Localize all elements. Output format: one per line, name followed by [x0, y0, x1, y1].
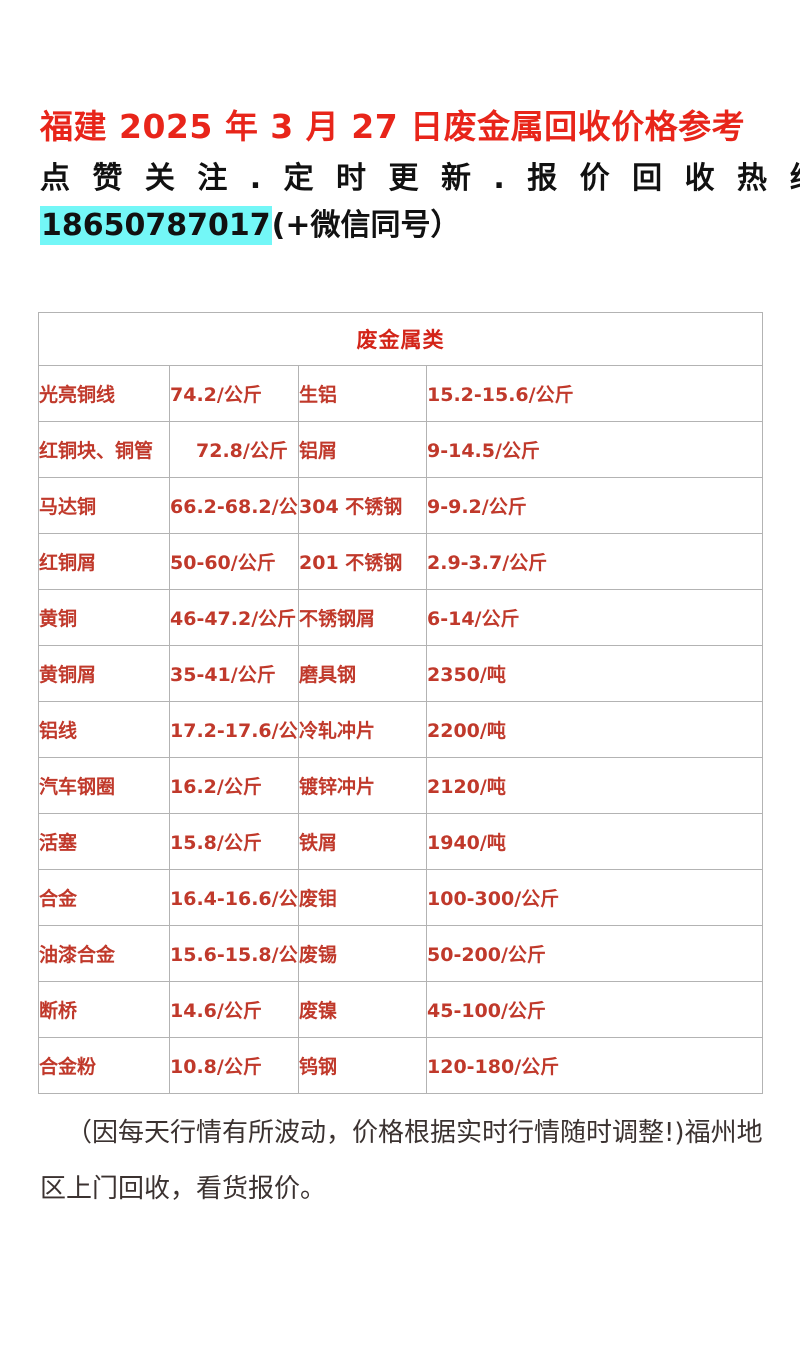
table-row: 红铜屑 50-60/公斤 201 不锈钢 2.9-3.7/公斤	[38, 533, 763, 590]
cell-material-right: 铁屑	[298, 813, 427, 870]
table-row: 活塞 15.8/公斤 铁屑 1940/吨	[38, 813, 763, 870]
cell-material-right: 磨具钢	[298, 645, 427, 702]
cell-price-right: 2.9-3.7/公斤	[426, 533, 763, 590]
cell-price-left: 16.4-16.6/公斤	[169, 869, 299, 926]
table-row: 汽车钢圈 16.2/公斤 镀锌冲片 2120/吨	[38, 757, 763, 814]
cell-price-right: 45-100/公斤	[426, 981, 763, 1038]
cell-price-left: 74.2/公斤	[169, 365, 299, 422]
cell-material-right: 201 不锈钢	[298, 533, 427, 590]
disclaimer-note: （因每天行情有所波动，价格根据实时行情随时调整!)福州地区上门回收，看货报价。	[40, 1118, 763, 1204]
cell-material-left: 黄铜	[38, 589, 170, 646]
page-title: 福建 2025 年 3 月 27 日废金属回收价格参考	[40, 107, 746, 146]
cell-price-right: 2350/吨	[426, 645, 763, 702]
cell-price-left: 15.6-15.8/公斤	[169, 925, 299, 982]
cell-material-left: 合金	[38, 869, 170, 926]
cell-material-left: 断桥	[38, 981, 170, 1038]
cell-price-left: 66.2-68.2/公斤	[169, 477, 299, 534]
cell-price-right: 2120/吨	[426, 757, 763, 814]
cell-material-left: 油漆合金	[38, 925, 170, 982]
contact-line: 18650787017(+微信同号）	[0, 202, 800, 248]
cell-price-left: 16.2/公斤	[169, 757, 299, 814]
cell-price-right: 15.2-15.6/公斤	[426, 365, 763, 422]
cell-material-right: 304 不锈钢	[298, 477, 427, 534]
table-header-row: 废金属类	[38, 312, 763, 366]
cell-price-right: 9-9.2/公斤	[426, 477, 763, 534]
table-body: 光亮铜线 74.2/公斤 生铝 15.2-15.6/公斤 红铜块、铜管 72.8/公斤 铝屑…	[38, 365, 763, 1094]
scrap-metal-price-table: 废金属类 光亮铜线 74.2/公斤 生铝 15.2-15.6/公斤 红铜块、铜管 72.8…	[38, 312, 763, 1094]
cell-material-left: 汽车钢圈	[38, 757, 170, 814]
cell-price-left: 72.8/公斤	[169, 421, 299, 478]
cell-material-right: 钨钢	[298, 1037, 427, 1094]
phone-suffix-label: (+微信同号）	[271, 208, 461, 243]
cell-material-right: 铝屑	[298, 421, 427, 478]
cell-price-left: 17.2-17.6/公斤	[169, 701, 299, 758]
cell-price-right: 9-14.5/公斤	[426, 421, 763, 478]
cell-material-right: 废锡	[298, 925, 427, 982]
cell-material-right: 冷轧冲片	[298, 701, 427, 758]
cell-material-right: 废镍	[298, 981, 427, 1038]
cell-material-left: 光亮铜线	[38, 365, 170, 422]
cell-material-left: 红铜块、铜管	[38, 421, 170, 478]
cell-price-right: 6-14/公斤	[426, 589, 763, 646]
cell-material-left: 活塞	[38, 813, 170, 870]
cell-price-right: 2200/吨	[426, 701, 763, 758]
header: 福建 2025 年 3 月 27 日废金属回收价格参考 点 赞 关 注 . 定 …	[0, 104, 800, 248]
cell-price-right: 120-180/公斤	[426, 1037, 763, 1094]
cell-material-right: 废钼	[298, 869, 427, 926]
table-row: 合金粉 10.8/公斤 钨钢 120-180/公斤	[38, 1037, 763, 1094]
cell-price-left: 15.8/公斤	[169, 813, 299, 870]
cell-price-right: 100-300/公斤	[426, 869, 763, 926]
cell-material-left: 红铜屑	[38, 533, 170, 590]
table-row: 断桥 14.6/公斤 废镍 45-100/公斤	[38, 981, 763, 1038]
phone-number[interactable]: 18650787017	[40, 206, 272, 245]
table-row: 红铜块、铜管 72.8/公斤 铝屑 9-14.5/公斤	[38, 421, 763, 478]
cell-price-left: 14.6/公斤	[169, 981, 299, 1038]
table-caption: 废金属类	[38, 312, 763, 366]
cell-price-left: 50-60/公斤	[169, 533, 299, 590]
cell-price-right: 1940/吨	[426, 813, 763, 870]
page-subtitle: 点 赞 关 注 . 定 时 更 新 . 报 价 回 收 热 线	[40, 161, 800, 196]
cell-material-left: 马达铜	[38, 477, 170, 534]
table-row: 黄铜屑 35-41/公斤 磨具钢 2350/吨	[38, 645, 763, 702]
cell-material-right: 镀锌冲片	[298, 757, 427, 814]
cell-material-left: 合金粉	[38, 1037, 170, 1094]
cell-price-left: 35-41/公斤	[169, 645, 299, 702]
table-row: 光亮铜线 74.2/公斤 生铝 15.2-15.6/公斤	[38, 365, 763, 422]
cell-price-left: 46-47.2/公斤	[169, 589, 299, 646]
table-header: 废金属类	[38, 312, 763, 366]
cell-material-left: 黄铜屑	[38, 645, 170, 702]
cell-price-left: 10.8/公斤	[169, 1037, 299, 1094]
cell-material-right: 生铝	[298, 365, 427, 422]
table-row: 黄铜 46-47.2/公斤 不锈钢屑 6-14/公斤	[38, 589, 763, 646]
cell-material-left: 铝线	[38, 701, 170, 758]
cell-price-right: 50-200/公斤	[426, 925, 763, 982]
cell-material-right: 不锈钢屑	[298, 589, 427, 646]
